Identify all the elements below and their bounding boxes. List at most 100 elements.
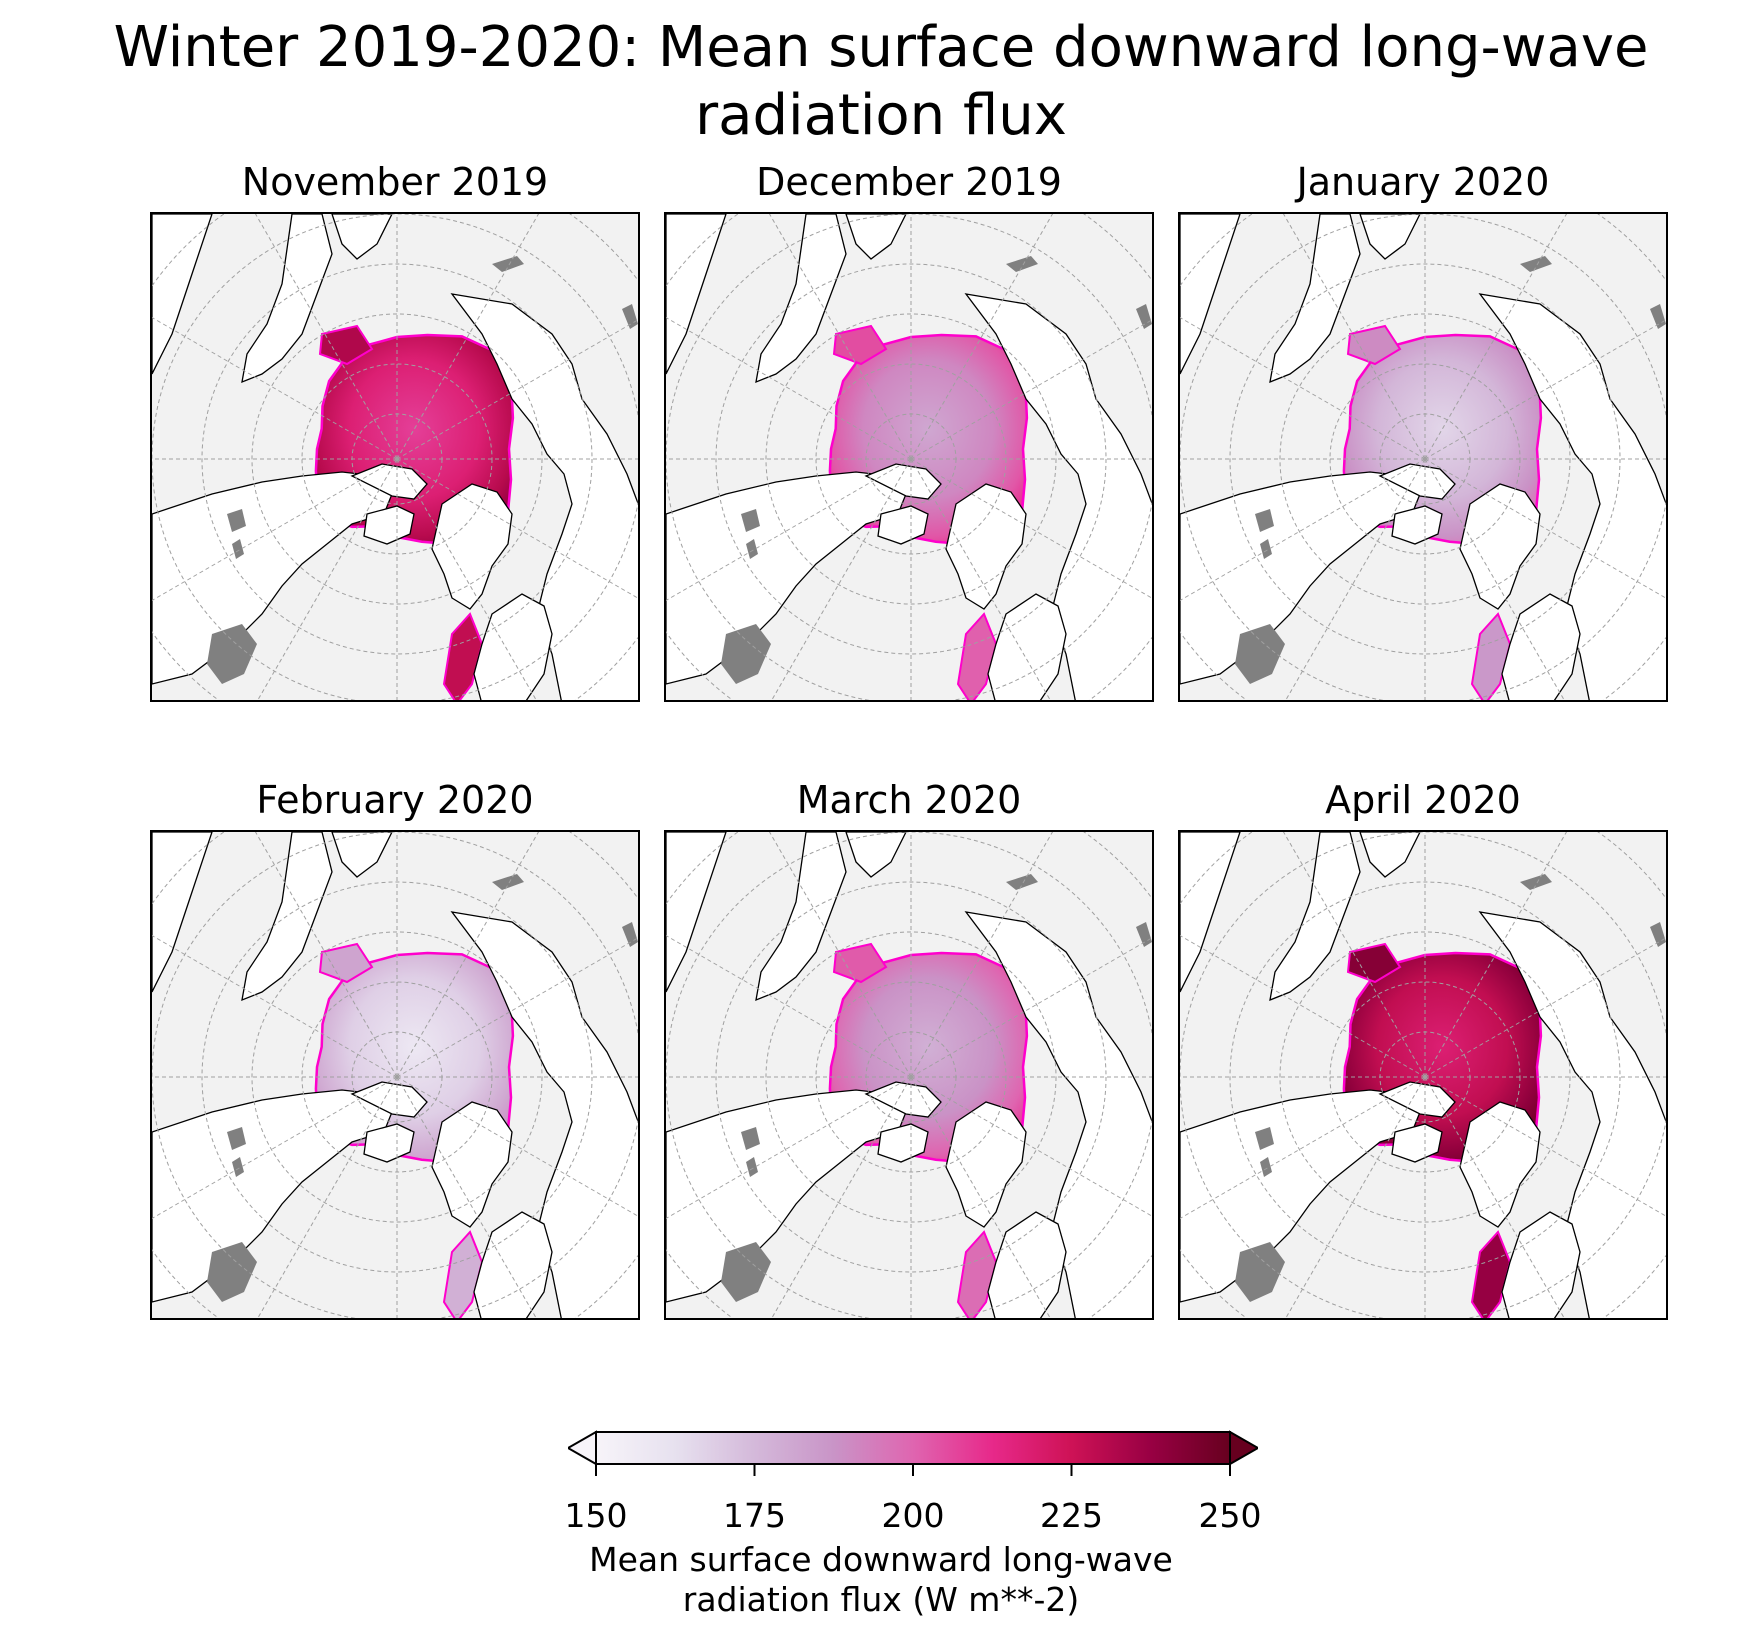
land (845, 214, 907, 260)
meridian-gridline (1424, 937, 1666, 1078)
meridian-gridline (666, 316, 912, 460)
land (1378, 463, 1456, 500)
land (987, 593, 1067, 700)
marginal-sea-flux (1470, 612, 1512, 700)
land (1459, 1101, 1541, 1228)
colorbar-extend-high (1229, 1430, 1258, 1466)
meridian-gridline (910, 1076, 1152, 1217)
marginal-sea-flux (318, 942, 374, 984)
land (1359, 832, 1421, 878)
lake (721, 1242, 771, 1302)
meridian-gridline (254, 832, 398, 1078)
meridian-gridline (1180, 934, 1426, 1078)
map-frame (150, 830, 640, 1320)
land (1391, 1123, 1443, 1163)
colorbar-tick-label: 250 (1198, 1496, 1262, 1535)
latitude-gridline (715, 881, 1107, 1273)
meridian-gridline (1424, 458, 1565, 700)
meridian-gridline (1424, 832, 1568, 1078)
land (331, 214, 393, 260)
land (350, 1081, 428, 1118)
land (666, 832, 727, 993)
meridian-gridline (396, 458, 638, 599)
panel-title: April 2020 (1325, 778, 1521, 822)
meridian-gridline (1180, 458, 1426, 602)
map-frame (1178, 212, 1668, 702)
meridian-gridline (910, 458, 1152, 599)
map-frame (664, 830, 1154, 1320)
marginal-sea-flux (832, 942, 888, 984)
meridian-gridline (1282, 832, 1426, 1078)
marginal-sea-flux (442, 1230, 484, 1318)
lake (1520, 256, 1552, 272)
marginal-sea-flux (1346, 942, 1402, 984)
latitude-gridline (765, 931, 1057, 1223)
polar-map (152, 214, 638, 700)
meridian-gridline (1424, 319, 1666, 460)
meridian-gridline (396, 832, 540, 1078)
panel-title: January 2020 (1296, 160, 1550, 204)
meridian-gridline (396, 458, 537, 700)
lake (227, 509, 246, 532)
land (350, 463, 428, 500)
lake (1260, 539, 1272, 559)
meridian-gridline (910, 1076, 1051, 1318)
polar-map (666, 214, 1152, 700)
lake (1136, 922, 1152, 947)
marginal-sea-flux (956, 1230, 998, 1318)
lake (1136, 304, 1152, 329)
polar-map (1180, 832, 1666, 1318)
meridian-gridline (910, 214, 1054, 460)
meridian-gridline (1424, 214, 1568, 460)
land (864, 1081, 942, 1118)
lake (492, 874, 524, 890)
marginal-sea-flux (442, 612, 484, 700)
land (1378, 1081, 1456, 1118)
meridian-gridline (666, 1076, 912, 1220)
colorbar-label-line2: radiation flux (W m**-2) (682, 1580, 1080, 1619)
land (331, 832, 393, 878)
land (152, 832, 213, 993)
land (1501, 1211, 1581, 1318)
lake (227, 1127, 246, 1150)
latitude-gridline (201, 881, 593, 1273)
latitude-gridline (1229, 881, 1621, 1273)
marginal-sea-flux (956, 612, 998, 700)
meridian-gridline (910, 832, 1054, 1078)
lake (207, 1242, 257, 1302)
land (945, 483, 1027, 610)
lake (746, 1157, 758, 1177)
latitude-gridline (1229, 263, 1621, 655)
meridian-gridline (1424, 1076, 1565, 1318)
land (363, 505, 415, 545)
lake (232, 539, 244, 559)
latitude-gridline (765, 313, 1057, 605)
land (666, 214, 727, 375)
map-frame (664, 212, 1154, 702)
meridian-gridline (396, 1076, 537, 1318)
lake (1255, 509, 1274, 532)
meridian-gridline (152, 316, 398, 460)
meridian-gridline (910, 937, 1152, 1078)
lake (1235, 1242, 1285, 1302)
land (1180, 832, 1241, 993)
lake (741, 1127, 760, 1150)
lake (622, 304, 638, 329)
marginal-sea-flux (1346, 324, 1402, 366)
land (845, 832, 907, 878)
map-frame (1178, 830, 1668, 1320)
meridian-gridline (1285, 1076, 1426, 1318)
marginal-sea-flux (1470, 1230, 1512, 1318)
meridian-gridline (768, 214, 912, 460)
meridian-gridline (666, 458, 912, 602)
lake (232, 1157, 244, 1177)
panel-title: November 2019 (241, 160, 549, 204)
colorbar (568, 1430, 1258, 1476)
lake (1650, 922, 1666, 947)
land (431, 483, 513, 610)
land (877, 505, 929, 545)
land (1180, 214, 1241, 375)
land (1359, 214, 1421, 260)
lake (492, 256, 524, 272)
lake (746, 539, 758, 559)
